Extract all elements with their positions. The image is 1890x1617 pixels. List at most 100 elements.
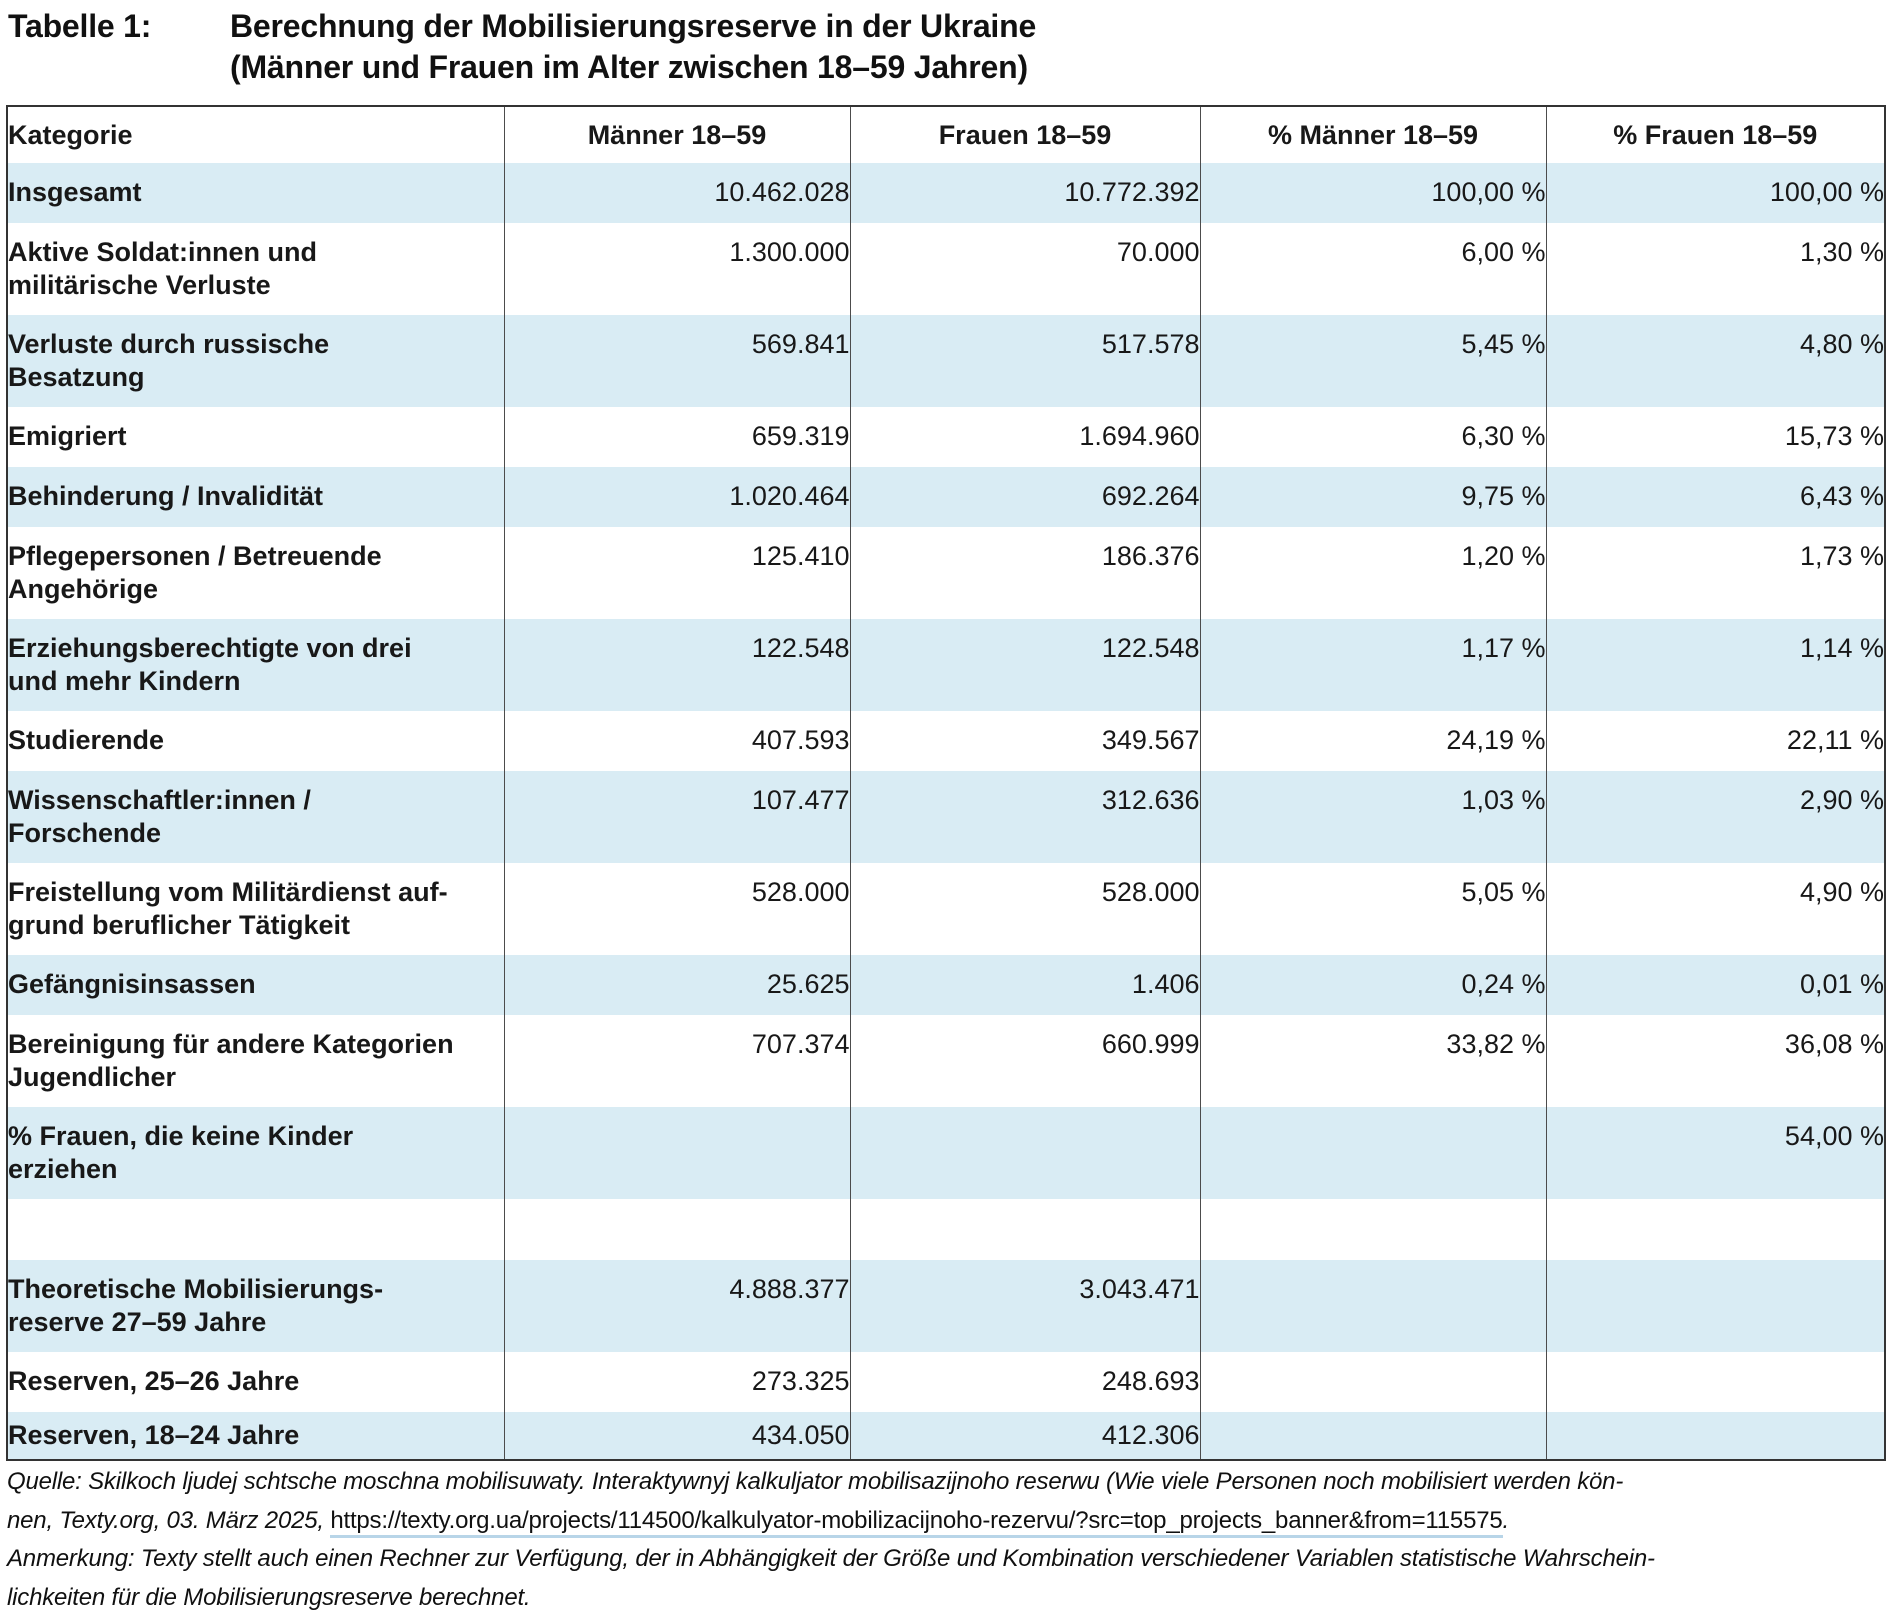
table-row: Wissenschaftler:innen /Forschende 107.47… <box>7 771 1885 863</box>
maenner-cell <box>504 1107 850 1199</box>
pct-frauen-cell <box>1546 1260 1885 1352</box>
pct-frauen-cell <box>1546 1412 1885 1460</box>
maenner-cell: 4.888.377 <box>504 1260 850 1352</box>
table-title-line2: (Männer und Frauen im Alter zwischen 18–… <box>230 47 1036 88</box>
pct-frauen-cell: 1,73 % <box>1546 527 1885 619</box>
maenner-cell <box>504 1199 850 1260</box>
pct-frauen-cell: 4,90 % <box>1546 863 1885 955</box>
pct-maenner-cell: 1,17 % <box>1200 619 1546 711</box>
category-cell: Behinderung / Invalidität <box>7 467 504 527</box>
pct-maenner-cell: 100,00 % <box>1200 163 1546 223</box>
pct-frauen-cell: 4,80 % <box>1546 315 1885 407</box>
maenner-cell: 407.593 <box>504 711 850 771</box>
table-row: Theoretische Mobilisierungs-reserve 27–5… <box>7 1260 1885 1352</box>
table-title-text: Berechnung der Mobilisierungsreserve in … <box>230 6 1036 88</box>
source-line-2-suffix: . <box>1503 1507 1509 1534</box>
pct-maenner-cell: 5,05 % <box>1200 863 1546 955</box>
maenner-cell: 122.548 <box>504 619 850 711</box>
frauen-cell <box>850 1199 1200 1260</box>
pct-maenner-cell <box>1200 1260 1546 1352</box>
maenner-cell: 25.625 <box>504 955 850 1015</box>
source-line-2-prefix: nen, Texty.org, 03. März 2025, <box>7 1507 330 1534</box>
pct-frauen-cell: 36,08 % <box>1546 1015 1885 1107</box>
maenner-cell: 528.000 <box>504 863 850 955</box>
category-cell: Theoretische Mobilisierungs-reserve 27–5… <box>7 1260 504 1352</box>
pct-frauen-cell: 54,00 % <box>1546 1107 1885 1199</box>
category-cell: Wissenschaftler:innen /Forschende <box>7 771 504 863</box>
column-header-frauen: Frauen 18–59 <box>850 106 1200 163</box>
category-cell: Emigriert <box>7 407 504 467</box>
source-url-link[interactable]: https://texty.org.ua/projects/114500/kal… <box>330 1507 1502 1538</box>
category-cell: Insgesamt <box>7 163 504 223</box>
pct-frauen-cell: 15,73 % <box>1546 407 1885 467</box>
pct-maenner-cell: 24,19 % <box>1200 711 1546 771</box>
maenner-cell: 659.319 <box>504 407 850 467</box>
category-cell: Freistellung vom Militärdienst auf-grund… <box>7 863 504 955</box>
source-line-1: Quelle: Skilkoch ljudej schtsche moschna… <box>7 1463 1655 1502</box>
pct-frauen-cell <box>1546 1352 1885 1412</box>
frauen-cell: 528.000 <box>850 863 1200 955</box>
table-row: Studierende 407.593 349.567 24,19 % 22,1… <box>7 711 1885 771</box>
category-cell: Reserven, 25–26 Jahre <box>7 1352 504 1412</box>
frauen-cell: 349.567 <box>850 711 1200 771</box>
pct-frauen-cell: 6,43 % <box>1546 467 1885 527</box>
frauen-cell: 1.694.960 <box>850 407 1200 467</box>
category-cell: Reserven, 18–24 Jahre <box>7 1412 504 1460</box>
table-header-row: Kategorie Männer 18–59 Frauen 18–59 % Mä… <box>7 106 1885 163</box>
table-row: Emigriert 659.319 1.694.960 6,30 % 15,73… <box>7 407 1885 467</box>
pct-maenner-cell <box>1200 1412 1546 1460</box>
pct-maenner-cell: 0,24 % <box>1200 955 1546 1015</box>
frauen-cell: 312.636 <box>850 771 1200 863</box>
maenner-cell: 707.374 <box>504 1015 850 1107</box>
table-row: Freistellung vom Militärdienst auf-grund… <box>7 863 1885 955</box>
frauen-cell: 3.043.471 <box>850 1260 1200 1352</box>
category-cell <box>7 1199 504 1260</box>
pct-maenner-cell: 6,30 % <box>1200 407 1546 467</box>
pct-frauen-cell: 1,14 % <box>1546 619 1885 711</box>
pct-frauen-cell: 1,30 % <box>1546 223 1885 315</box>
frauen-cell: 70.000 <box>850 223 1200 315</box>
pct-frauen-cell <box>1546 1199 1885 1260</box>
table-row-empty <box>7 1199 1885 1260</box>
frauen-cell: 10.772.392 <box>850 163 1200 223</box>
table-row: Reserven, 18–24 Jahre 434.050 412.306 <box>7 1412 1885 1460</box>
maenner-cell: 569.841 <box>504 315 850 407</box>
frauen-cell <box>850 1107 1200 1199</box>
pct-frauen-cell: 0,01 % <box>1546 955 1885 1015</box>
pct-frauen-cell: 2,90 % <box>1546 771 1885 863</box>
frauen-cell: 1.406 <box>850 955 1200 1015</box>
table-title: Tabelle 1: Berechnung der Mobilisierungs… <box>8 6 1036 88</box>
maenner-cell: 107.477 <box>504 771 850 863</box>
maenner-cell: 10.462.028 <box>504 163 850 223</box>
frauen-cell: 660.999 <box>850 1015 1200 1107</box>
pct-frauen-cell: 100,00 % <box>1546 163 1885 223</box>
pct-maenner-cell: 9,75 % <box>1200 467 1546 527</box>
frauen-cell: 692.264 <box>850 467 1200 527</box>
table-row: Insgesamt 10.462.028 10.772.392 100,00 %… <box>7 163 1885 223</box>
table-footer: Quelle: Skilkoch ljudej schtsche moschna… <box>7 1463 1655 1617</box>
pct-maenner-cell <box>1200 1107 1546 1199</box>
source-line-2: nen, Texty.org, 03. März 2025, https://t… <box>7 1502 1655 1541</box>
pct-maenner-cell <box>1200 1352 1546 1412</box>
note-line-1: Anmerkung: Texty stellt auch einen Rechn… <box>7 1540 1655 1579</box>
frauen-cell: 517.578 <box>850 315 1200 407</box>
category-cell: Gefängnisinsassen <box>7 955 504 1015</box>
frauen-cell: 248.693 <box>850 1352 1200 1412</box>
pct-maenner-cell: 33,82 % <box>1200 1015 1546 1107</box>
column-header-maenner: Männer 18–59 <box>504 106 850 163</box>
frauen-cell: 186.376 <box>850 527 1200 619</box>
table-row: Reserven, 25–26 Jahre 273.325 248.693 <box>7 1352 1885 1412</box>
pct-maenner-cell: 1,03 % <box>1200 771 1546 863</box>
column-header-pct-maenner: % Männer 18–59 <box>1200 106 1546 163</box>
table-row: Behinderung / Invalidität 1.020.464 692.… <box>7 467 1885 527</box>
table-number-label: Tabelle 1: <box>8 6 230 88</box>
column-header-pct-frauen: % Frauen 18–59 <box>1546 106 1885 163</box>
